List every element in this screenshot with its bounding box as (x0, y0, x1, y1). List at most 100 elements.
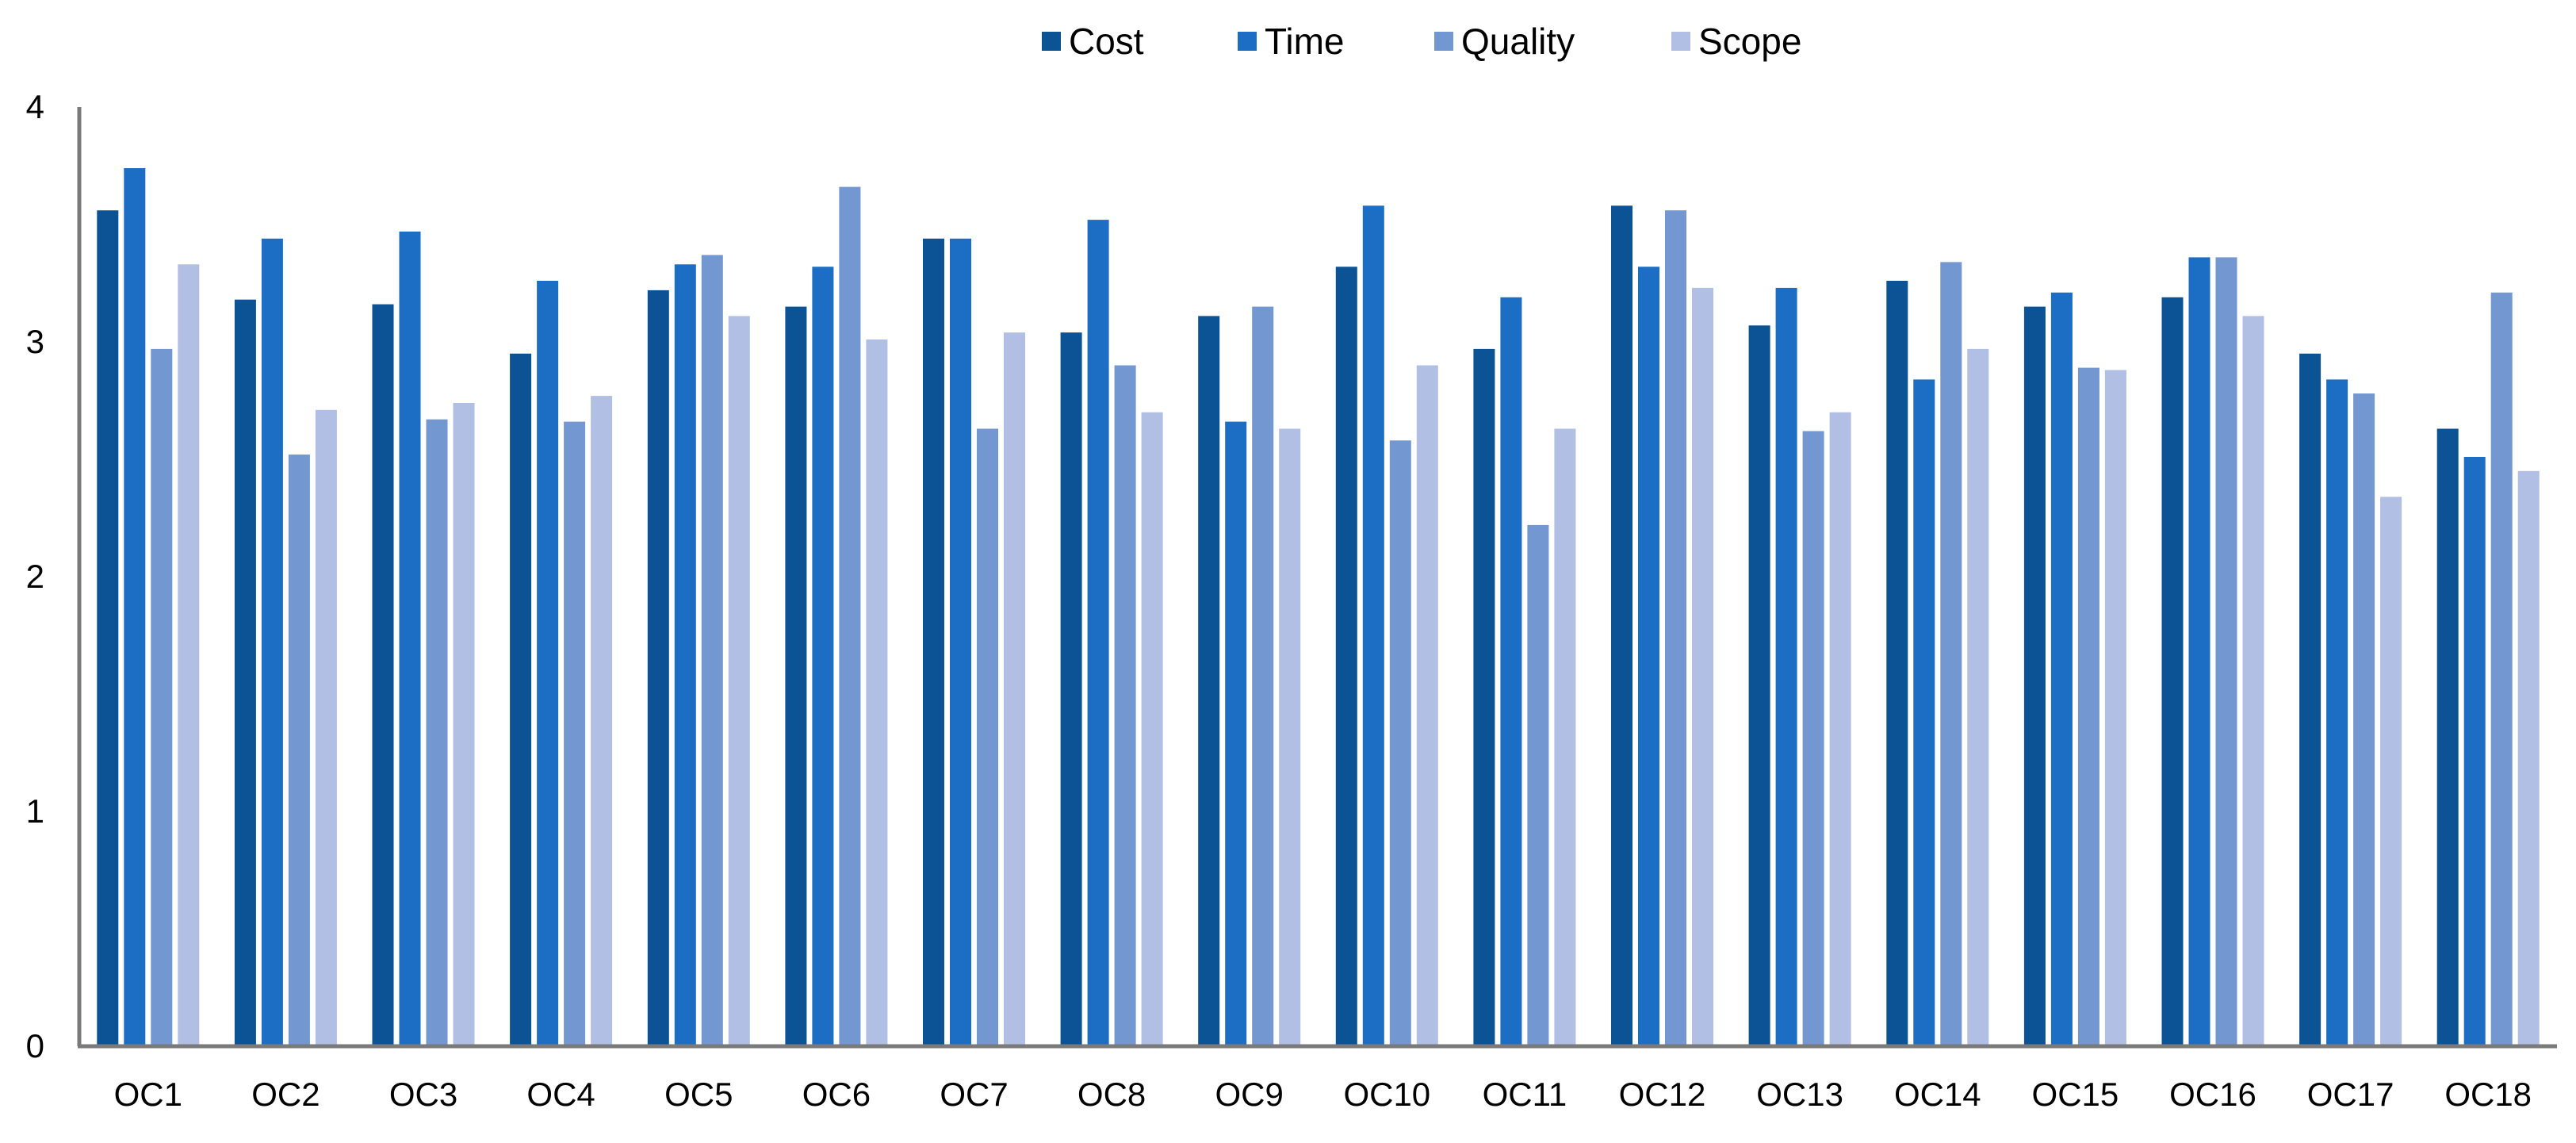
bar-quality-oc7 (977, 428, 998, 1046)
bar-scope-oc7 (1004, 332, 1025, 1046)
bar-cost-oc13 (1748, 325, 1770, 1046)
bar-scope-oc17 (2380, 497, 2402, 1046)
bar-cost-oc10 (1335, 267, 1357, 1046)
bar-cost-oc2 (234, 299, 256, 1046)
bar-quality-oc17 (2353, 393, 2375, 1047)
bar-quality-oc4 (564, 421, 586, 1046)
bar-cost-oc18 (2436, 428, 2459, 1046)
bar-quality-oc15 (2077, 367, 2099, 1047)
x-tick-label: OC17 (2307, 1076, 2394, 1113)
bar-cost-oc15 (2023, 306, 2046, 1047)
bar-time-oc7 (950, 238, 971, 1046)
x-tick-label: OC5 (664, 1076, 733, 1113)
x-tick-label: OC16 (2169, 1076, 2256, 1113)
bar-quality-oc14 (1940, 262, 1962, 1046)
legend-swatch-cost (1042, 32, 1061, 51)
bar-time-oc16 (2188, 257, 2210, 1046)
x-tick-label: OC1 (114, 1076, 182, 1113)
bar-time-oc9 (1225, 421, 1247, 1046)
bar-cost-oc14 (1886, 281, 1908, 1046)
bar-quality-oc10 (1389, 440, 1411, 1046)
bar-time-oc17 (2326, 379, 2348, 1046)
bar-cost-oc12 (1611, 205, 1632, 1046)
bar-time-oc12 (1638, 267, 1659, 1046)
bar-scope-oc18 (2517, 470, 2540, 1046)
bar-time-oc1 (124, 168, 146, 1046)
bar-scope-oc14 (1967, 348, 1989, 1046)
bar-quality-oc5 (701, 255, 723, 1046)
bar-quality-oc1 (151, 348, 173, 1046)
bar-cost-oc4 (510, 353, 532, 1046)
bar-scope-oc11 (1554, 428, 1576, 1046)
bar-cost-oc7 (923, 238, 944, 1046)
y-tick-label: 2 (26, 558, 44, 595)
x-tick-label: OC18 (2444, 1076, 2532, 1113)
x-tick-label: OC7 (940, 1076, 1008, 1113)
bar-quality-oc3 (426, 419, 448, 1046)
y-tick-label: 3 (26, 323, 44, 360)
bar-time-oc2 (261, 238, 283, 1046)
bar-quality-oc2 (288, 455, 310, 1046)
legend-label-scope: Scope (1698, 21, 1801, 62)
bar-quality-oc8 (1114, 365, 1136, 1047)
x-tick-label: OC13 (1756, 1076, 1843, 1113)
bar-scope-oc1 (178, 264, 200, 1046)
bar-scope-oc12 (1692, 287, 1713, 1046)
bar-scope-oc8 (1141, 412, 1163, 1046)
x-tick-label: OC10 (1343, 1076, 1430, 1113)
bar-scope-oc2 (315, 409, 337, 1046)
bar-scope-oc6 (866, 339, 888, 1046)
bar-scope-oc15 (2104, 370, 2126, 1046)
legend-label-time: Time (1265, 21, 1345, 62)
bar-scope-oc13 (1829, 412, 1851, 1046)
y-tick-label: 4 (26, 88, 44, 125)
bar-cost-oc9 (1198, 316, 1220, 1046)
y-tick-labels: 0 1 2 3 4 (26, 88, 44, 1064)
x-tick-label: OC12 (1619, 1076, 1706, 1113)
bar-cost-oc16 (2161, 297, 2184, 1046)
bar-cost-oc17 (2299, 353, 2321, 1046)
bar-quality-oc6 (839, 186, 861, 1047)
bar-cost-oc3 (372, 304, 394, 1047)
bar-quality-oc18 (2490, 292, 2513, 1046)
bar-quality-oc9 (1252, 306, 1274, 1047)
legend: Cost Time Quality Scope (1042, 21, 1801, 62)
legend-swatch-scope (1671, 32, 1690, 51)
legend-swatch-quality (1434, 32, 1453, 51)
bar-scope-oc4 (591, 396, 613, 1047)
x-tick-labels: OC1 OC2 OC3 OC4 OC5 OC6 OC7 OC8 OC9 OC10 OC11 OC12 O… (114, 1076, 2532, 1113)
bar-time-oc15 (2050, 292, 2073, 1046)
bar-time-oc18 (2463, 457, 2486, 1046)
bar-cost-oc5 (647, 290, 669, 1046)
legend-label-quality: Quality (1461, 21, 1575, 62)
legend-label-cost: Cost (1069, 21, 1144, 62)
bars-group (97, 168, 2540, 1047)
bar-cost-oc11 (1473, 348, 1495, 1046)
bar-time-oc4 (537, 281, 559, 1046)
x-tick-label: OC9 (1215, 1076, 1284, 1113)
bar-quality-oc12 (1665, 210, 1686, 1047)
bar-quality-oc13 (1802, 431, 1824, 1046)
bar-time-oc11 (1500, 297, 1522, 1046)
x-tick-label: OC8 (1077, 1076, 1146, 1113)
bar-quality-oc11 (1527, 524, 1549, 1046)
bar-time-oc6 (812, 267, 834, 1046)
x-tick-label: OC6 (802, 1076, 871, 1113)
bar-time-oc14 (1913, 379, 1935, 1046)
bar-scope-oc9 (1279, 428, 1301, 1046)
x-tick-label: OC14 (1894, 1076, 1981, 1113)
axes (77, 107, 2557, 1049)
bar-cost-oc6 (785, 306, 807, 1047)
legend-swatch-time (1238, 32, 1257, 51)
bar-time-oc8 (1087, 220, 1109, 1047)
x-tick-label: OC3 (389, 1076, 457, 1113)
y-tick-label: 0 (26, 1027, 44, 1064)
bar-time-oc5 (674, 264, 696, 1046)
bar-scope-oc3 (453, 403, 475, 1046)
bar-quality-oc16 (2215, 257, 2237, 1046)
x-tick-label: OC15 (2032, 1076, 2119, 1113)
y-tick-label: 1 (26, 792, 44, 830)
x-tick-label: OC4 (526, 1076, 595, 1113)
bar-cost-oc8 (1060, 332, 1082, 1046)
